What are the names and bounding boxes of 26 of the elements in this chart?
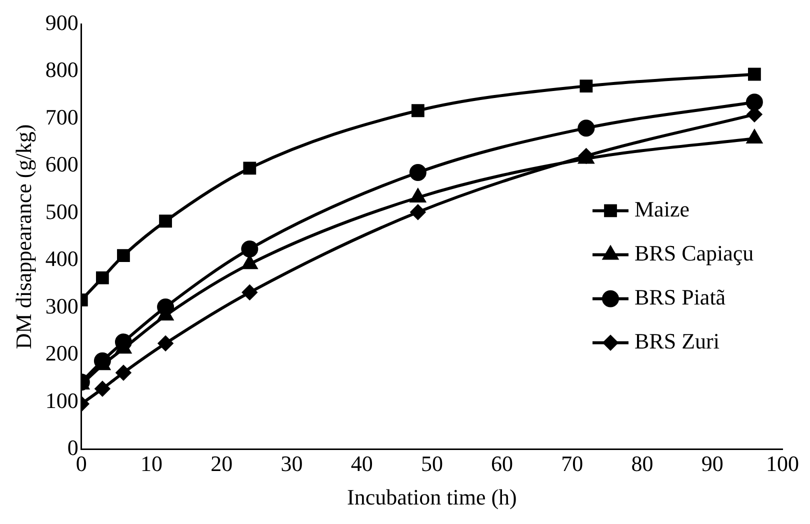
y-tick-label: 900 bbox=[45, 10, 78, 35]
x-tick-label: 50 bbox=[420, 451, 443, 476]
legend-label: BRS Zuri bbox=[634, 328, 720, 354]
y-tick-label: 500 bbox=[45, 198, 78, 224]
y-tick-label: 0 bbox=[67, 434, 78, 460]
y-axis-title: DM disappearance (g/kg) bbox=[10, 124, 36, 350]
legend-label: BRS Piatã bbox=[634, 284, 726, 310]
y-tick-label: 700 bbox=[45, 104, 78, 130]
y-tick-label: 400 bbox=[45, 246, 78, 272]
x-tick-label: 100 bbox=[766, 451, 799, 476]
y-tick-label: 800 bbox=[45, 57, 78, 82]
y-tick-label: 600 bbox=[45, 152, 78, 177]
x-tick-label: 10 bbox=[140, 451, 163, 476]
x-tick-label: 30 bbox=[280, 451, 303, 476]
x-tick-label: 90 bbox=[701, 451, 724, 476]
x-axis-title: Incubation time (h) bbox=[347, 484, 517, 510]
legend-label: Maize bbox=[634, 196, 690, 222]
x-tick-label: 20 bbox=[210, 451, 233, 476]
y-tick-label: 300 bbox=[45, 293, 78, 318]
x-tick-label: 70 bbox=[561, 451, 584, 476]
x-tick-label: 80 bbox=[631, 451, 654, 476]
y-tick-label: 100 bbox=[45, 388, 78, 413]
legend-label: BRS Capiaçu bbox=[634, 240, 754, 266]
x-tick-label: 40 bbox=[350, 451, 373, 476]
x-tick-label: 60 bbox=[491, 451, 514, 476]
y-tick-label: 200 bbox=[45, 340, 78, 366]
